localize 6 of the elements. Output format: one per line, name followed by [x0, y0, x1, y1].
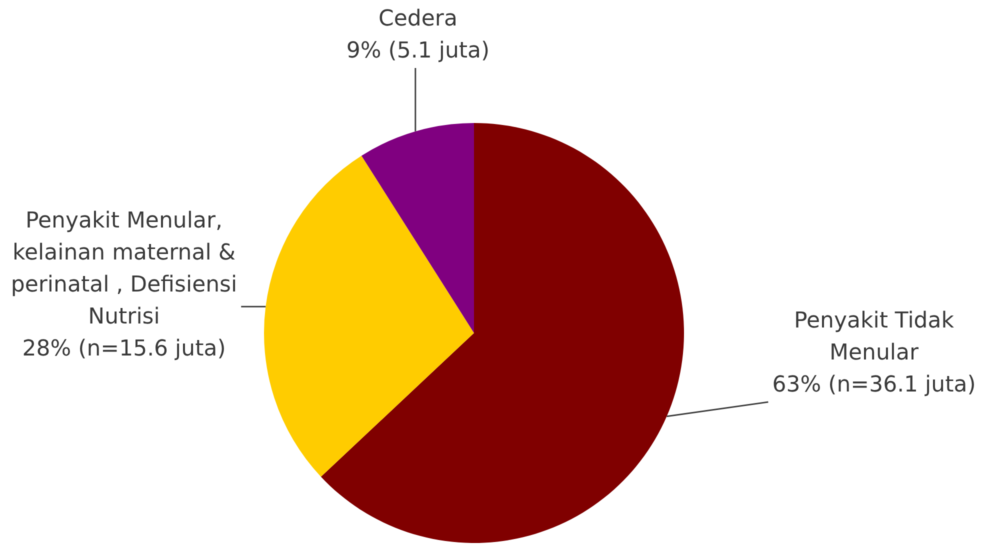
- data-label: 28% (n=15.6 juta): [22, 336, 226, 362]
- data-label: 63% (n=36.1 juta): [772, 372, 976, 398]
- slice-label: Penyakit Tidak Menular: [794, 308, 954, 366]
- data-label: 9% (5.1 juta): [346, 38, 490, 64]
- slice-label: Cedera: [378, 6, 458, 32]
- slice-label: Penyakit Menular, kelainan maternal & perinatal , Defisiensi Nutrisi: [10, 208, 238, 330]
